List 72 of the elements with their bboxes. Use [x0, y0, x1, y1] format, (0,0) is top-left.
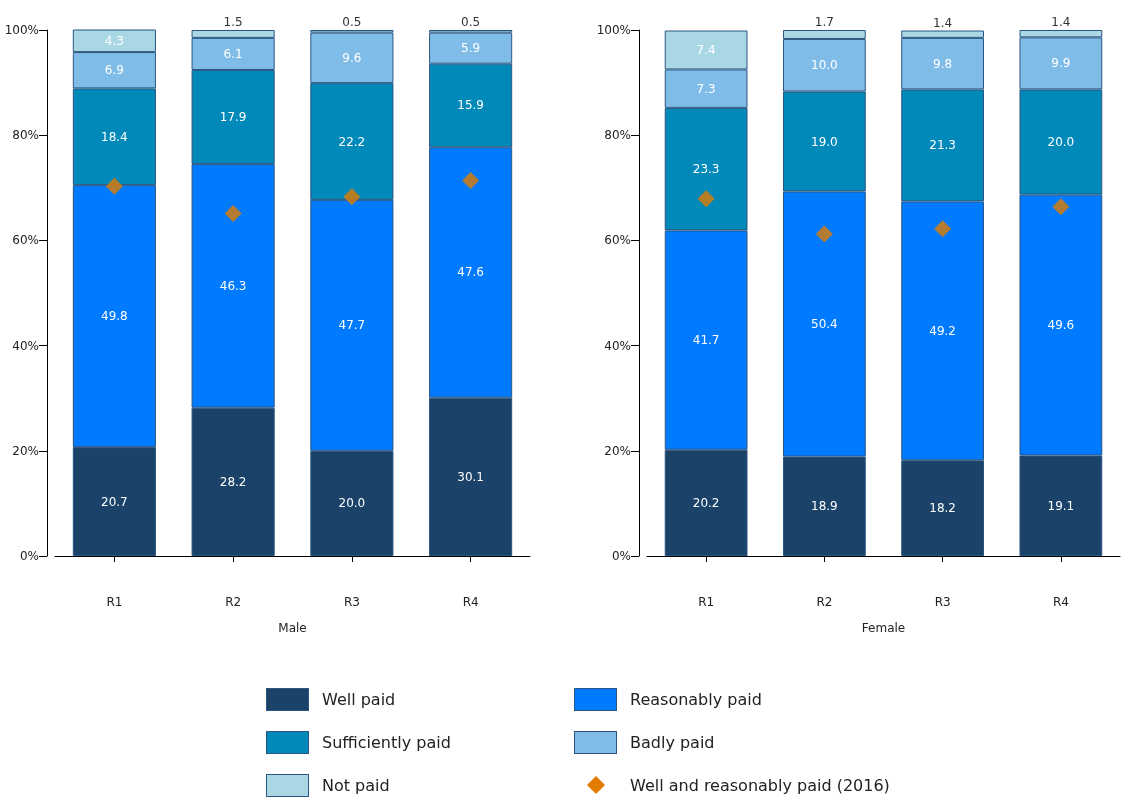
- y-tick-label: 100%: [596, 23, 631, 37]
- x-tick-label: R4: [1052, 595, 1069, 609]
- y-tick-label: 80%: [604, 128, 631, 143]
- y-tick-label: 20%: [12, 443, 39, 458]
- data-label: 23.3: [692, 162, 720, 177]
- data-label: 15.9: [457, 98, 484, 113]
- point: [815, 225, 833, 243]
- x-tick-label: R3: [343, 595, 360, 609]
- y-tick-label: 0%: [19, 549, 39, 563]
- data-label: 50.4: [811, 317, 838, 332]
- data-label: 0.5: [461, 15, 481, 29]
- data-label: 9.8: [933, 56, 953, 71]
- data-label: 1.4: [1051, 15, 1071, 29]
- x-tick-label: R3: [934, 595, 951, 609]
- data-label: 7.4: [696, 42, 716, 57]
- point: [934, 220, 952, 238]
- point: [1052, 198, 1070, 216]
- data-label: 49.6: [1047, 318, 1075, 333]
- x-tick-label: R2: [225, 595, 242, 609]
- x-axis-title: Female: [861, 621, 906, 635]
- data-label: 18.4: [101, 129, 128, 144]
- data-label: 28.2: [219, 474, 247, 489]
- y-tick-label: 60%: [12, 233, 39, 248]
- data-label: 0.5: [342, 15, 362, 29]
- data-label: 6.1: [223, 46, 243, 61]
- x-tick-label: R4: [462, 595, 479, 609]
- y-tick-label: 40%: [604, 338, 631, 353]
- x-tick-label: R1: [106, 595, 123, 609]
- data-label: 18.2: [929, 501, 956, 516]
- legend-label: Well and reasonably paid (2016): [630, 776, 890, 795]
- data-label: 46.3: [219, 278, 247, 293]
- data-label: 19.0: [811, 134, 838, 149]
- data-label: 9.9: [1051, 56, 1071, 71]
- y-tick-label: 100%: [4, 23, 39, 37]
- data-label: 6.9: [104, 63, 124, 78]
- data-label: 7.3: [696, 81, 716, 96]
- y-tick-label: 60%: [604, 233, 631, 248]
- y-tick-label: 0%: [611, 549, 631, 563]
- legend-label: Reasonably paid: [630, 690, 762, 709]
- y-tick-label: 20%: [604, 443, 631, 458]
- data-label: 1.7: [814, 15, 834, 29]
- data-label: 1.5: [223, 15, 243, 29]
- data-label: 22.2: [338, 134, 366, 149]
- legend-label: Badly paid: [630, 733, 715, 752]
- data-label: 47.6: [457, 265, 484, 280]
- legend-label: Sufficiently paid: [322, 733, 451, 752]
- data-label: 21.3: [929, 138, 956, 153]
- data-label: 41.7: [692, 333, 720, 348]
- data-label: 20.7: [101, 494, 128, 509]
- data-label: 49.2: [929, 323, 956, 338]
- data-label: 9.6: [342, 50, 362, 65]
- data-label: 49.8: [101, 309, 128, 324]
- x-tick-label: R2: [816, 595, 833, 609]
- legend-label: Well paid: [322, 690, 396, 709]
- data-label: 17.9: [219, 110, 247, 125]
- data-label: 10.0: [811, 58, 838, 73]
- data-label: 47.7: [338, 318, 366, 333]
- x-tick-label: R1: [698, 595, 715, 609]
- data-label: 30.1: [457, 469, 484, 484]
- data-label: 20.0: [1047, 135, 1075, 150]
- x-axis-title: Male: [278, 621, 307, 635]
- data-label: 18.9: [811, 499, 838, 514]
- y-tick-label: 40%: [12, 338, 39, 353]
- data-label: 19.1: [1047, 498, 1075, 513]
- data-label: 5.9: [461, 41, 481, 56]
- data-label: 20.0: [338, 496, 366, 511]
- point: [697, 190, 715, 208]
- data-label: 20.2: [692, 495, 720, 510]
- y-tick-label: 80%: [12, 128, 39, 143]
- legend-label: Not paid: [322, 776, 390, 795]
- data-label: 1.4: [933, 15, 953, 30]
- data-label: 4.3: [104, 33, 124, 48]
